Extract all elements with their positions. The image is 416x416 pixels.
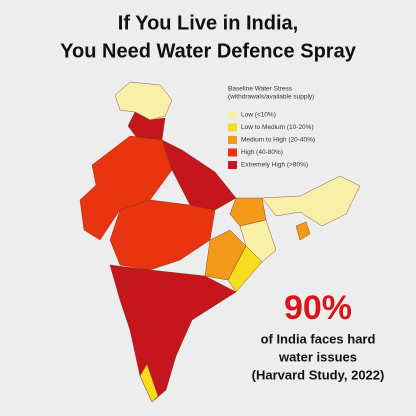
- region: [109, 264, 237, 403]
- legend-swatch: [228, 161, 237, 169]
- region: [161, 139, 237, 211]
- legend-swatch: [228, 148, 237, 157]
- region: [295, 221, 311, 241]
- callout-text: of India faces hard: [261, 331, 376, 346]
- region: [109, 199, 216, 271]
- callout-text: (Harvard Study, 2022): [252, 367, 385, 382]
- legend-label: Low (<10%): [241, 112, 276, 119]
- legend-swatch: [228, 136, 237, 144]
- region: [227, 245, 263, 293]
- legend-label: Medium to High (20-40%): [241, 137, 315, 144]
- region: [239, 219, 277, 263]
- legend-label: High (40-80%): [241, 149, 283, 156]
- legend-subtitle: (withdrawals/available supply): [228, 94, 314, 101]
- legend-label: Extremely High (>80%): [241, 162, 308, 169]
- title-line: If You Live in India,: [118, 12, 298, 34]
- legend-swatch: [228, 111, 237, 119]
- title-line: You Need Water Defence Spray: [60, 40, 357, 62]
- legend-title: Baseline Water Stress: [228, 86, 293, 93]
- legend-swatch: [228, 123, 237, 132]
- india-map: [79, 81, 361, 403]
- callout-text: water issues: [278, 349, 357, 364]
- callout-stat: 90%: [284, 289, 352, 327]
- region: [139, 363, 159, 403]
- legend-label: Low to Medium (10-20%): [241, 124, 314, 131]
- region: [114, 81, 173, 121]
- legend: Low (<10%) Low to Medium (10-20%) Medium t…: [228, 111, 315, 169]
- region: [261, 175, 361, 227]
